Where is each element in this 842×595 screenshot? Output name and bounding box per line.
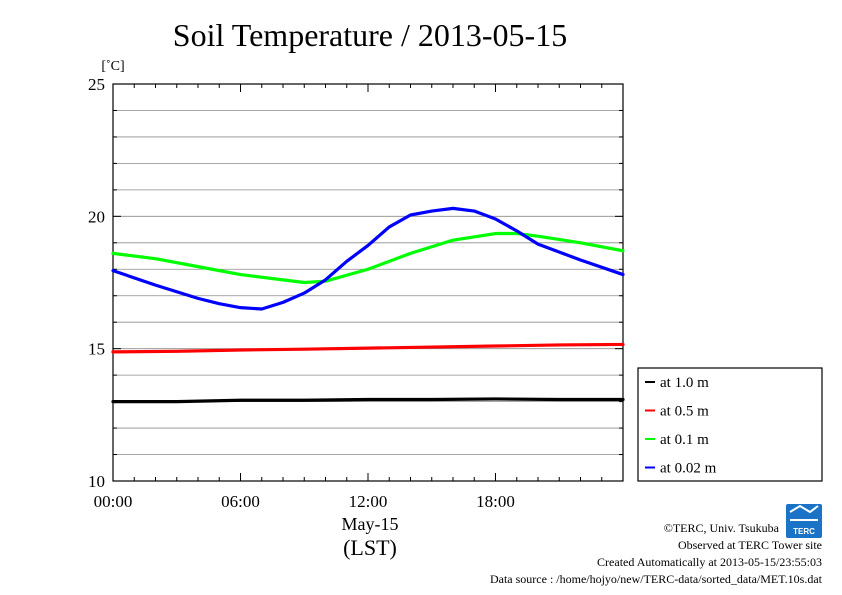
legend: at 1.0 m at 0.5 m at 0.1 m at 0.02 m (637, 367, 823, 482)
x-tick-labels: 00:00 06:00 12:00 18:00 (94, 492, 515, 511)
chart-title: Soil Temperature / 2013-05-15 (173, 17, 567, 53)
x-axis-timezone: (LST) (343, 535, 397, 560)
legend-label: at 0.5 m (660, 404, 709, 420)
x-tick-label: 12:00 (349, 492, 388, 511)
terc-logo: TERC (786, 504, 822, 538)
series-line (111, 397, 625, 404)
axis-ticks (112, 83, 624, 482)
logo-wave-icon (789, 504, 819, 514)
legend-label: at 0.02 m (660, 461, 717, 477)
y-axis-unit: [˚C] (101, 59, 124, 74)
logo-text: TERC (793, 527, 815, 536)
credit-source: Data source : /home/hojyo/new/TERC-data/… (490, 572, 823, 586)
credit-observed: Observed at TERC Tower site (678, 538, 822, 552)
y-tick-labels: 10 15 20 25 (88, 75, 105, 491)
series-lines (111, 206, 625, 404)
credit-copyright: ©TERC, Univ. Tsukuba (664, 521, 780, 535)
y-tick-label: 15 (88, 340, 105, 359)
x-axis-date: May-15 (342, 514, 399, 534)
series-line (111, 231, 625, 285)
y-tick-label: 20 (88, 207, 105, 226)
y-tick-label: 25 (88, 75, 105, 94)
plot-frame (112, 83, 624, 482)
series-line (111, 206, 625, 311)
legend-label: at 1.0 m (660, 375, 709, 391)
x-tick-label: 18:00 (476, 492, 515, 511)
legend-label: at 0.1 m (660, 432, 709, 448)
x-tick-label: 00:00 (94, 492, 133, 511)
credit-created: Created Automatically at 2013-05-15/23:5… (597, 555, 822, 569)
series-line (111, 342, 625, 354)
x-tick-label: 06:00 (221, 492, 260, 511)
y-tick-label: 10 (88, 472, 105, 491)
legend-box (637, 367, 823, 482)
